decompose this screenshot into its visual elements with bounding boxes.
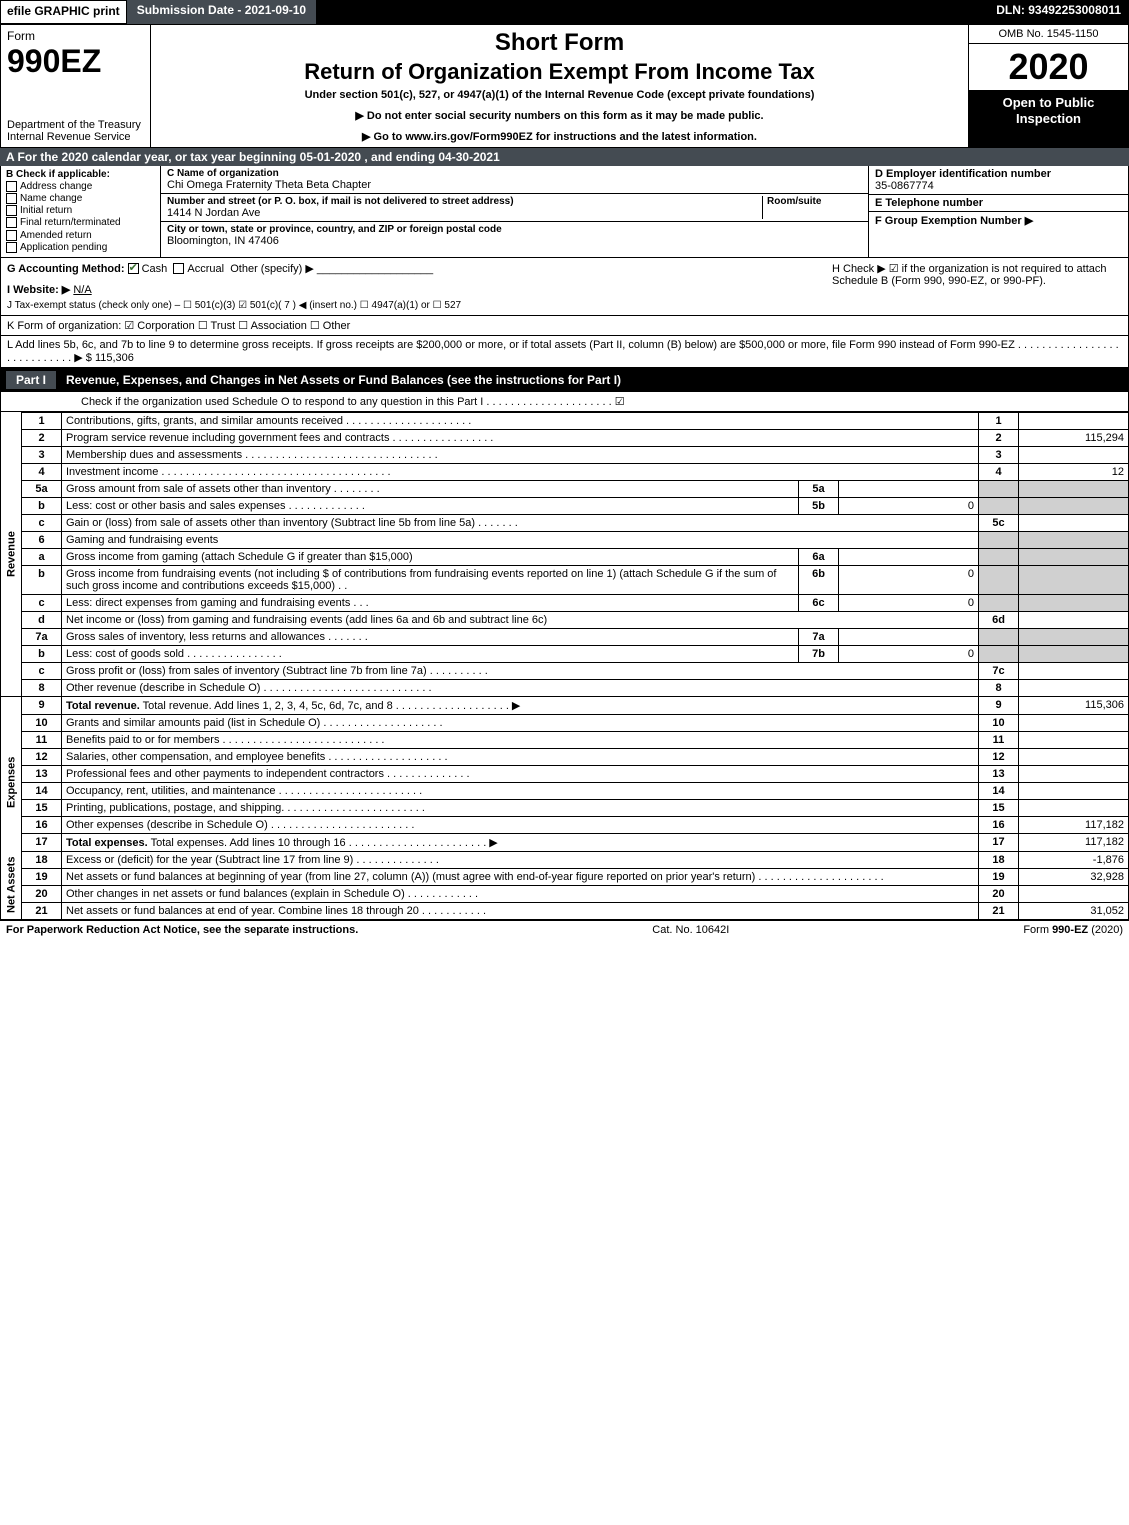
part-1-check-line: Check if the organization used Schedule … [0, 392, 1129, 412]
org-name-label: C Name of organization [167, 168, 862, 179]
ssn-warning: ▶ Do not enter social security numbers o… [159, 109, 960, 122]
goto-link[interactable]: ▶ Go to www.irs.gov/Form990EZ for instru… [159, 130, 960, 143]
form-word: Form [7, 29, 144, 43]
chk-address-change[interactable]: Address change [6, 181, 155, 192]
submission-date: Submission Date - 2021-09-10 [127, 0, 318, 24]
row-k-form-org: K Form of organization: ☑ Corporation ☐ … [0, 316, 1129, 336]
chk-cash[interactable] [128, 263, 139, 274]
chk-amended-return[interactable]: Amended return [6, 230, 155, 241]
open-to-public: Open to Public Inspection [969, 91, 1128, 147]
ein-value: 35-0867774 [875, 180, 1122, 192]
dln-number: DLN: 93492253008011 [988, 0, 1129, 24]
expenses-side-label: Expenses [1, 714, 22, 851]
dept-treasury: Department of the Treasury [7, 119, 144, 131]
page-footer: For Paperwork Reduction Act Notice, see … [0, 920, 1129, 939]
section-b-c-d: B Check if applicable: Address change Na… [0, 166, 1129, 258]
chk-application-pending[interactable]: Application pending [6, 242, 155, 253]
revenue-side-label: Revenue [1, 412, 22, 696]
short-form-title: Short Form [159, 29, 960, 57]
city-label: City or town, state or province, country… [167, 224, 862, 235]
cat-number: Cat. No. 10642I [652, 924, 729, 936]
form-id-footer: Form 990-EZ (2020) [1023, 924, 1123, 936]
top-bar: efile GRAPHIC print Submission Date - 20… [0, 0, 1129, 24]
street-label: Number and street (or P. O. box, if mail… [167, 196, 762, 207]
row-l-gross-receipts: L Add lines 5b, 6c, and 7b to line 9 to … [0, 336, 1129, 368]
efile-print-button[interactable]: efile GRAPHIC print [0, 0, 127, 24]
phone-label: E Telephone number [875, 197, 1122, 209]
city-state-zip: Bloomington, IN 47406 [167, 235, 862, 247]
col-b-header: B Check if applicable: [6, 169, 155, 180]
row-a-tax-year: A For the 2020 calendar year, or tax yea… [0, 148, 1129, 166]
group-exemption-label: F Group Exemption Number ▶ [875, 215, 1033, 227]
under-section-text: Under section 501(c), 527, or 4947(a)(1)… [159, 89, 960, 101]
chk-final-return[interactable]: Final return/terminated [6, 217, 155, 228]
part-1-table: Revenue 1Contributions, gifts, grants, a… [0, 412, 1129, 920]
org-name: Chi Omega Fraternity Theta Beta Chapter [167, 179, 862, 191]
irs-label: Internal Revenue Service [7, 131, 144, 143]
chk-name-change[interactable]: Name change [6, 193, 155, 204]
form-header: Form 990EZ Department of the Treasury In… [0, 24, 1129, 148]
row-g-accounting: G Accounting Method: Cash Accrual Other … [7, 262, 822, 275]
chk-accrual[interactable] [173, 263, 184, 274]
room-label: Room/suite [767, 196, 862, 207]
row-i-website: I Website: ▶ N/A [7, 283, 822, 296]
ein-label: D Employer identification number [875, 168, 1122, 180]
tax-year: 2020 [969, 44, 1128, 91]
row-h-schedule-b: H Check ▶ ☑ if the organization is not r… [822, 262, 1122, 311]
omb-number: OMB No. 1545-1150 [969, 25, 1128, 44]
return-title: Return of Organization Exempt From Incom… [159, 59, 960, 85]
street-address: 1414 N Jordan Ave [167, 207, 762, 219]
chk-initial-return[interactable]: Initial return [6, 205, 155, 216]
row-j-tax-exempt: J Tax-exempt status (check only one) – ☐… [7, 300, 822, 311]
form-number: 990EZ [7, 43, 144, 80]
paperwork-notice: For Paperwork Reduction Act Notice, see … [6, 924, 358, 936]
netassets-side-label: Net Assets [1, 851, 22, 919]
col-b-checkboxes: B Check if applicable: Address change Na… [1, 166, 161, 257]
part-1-header: Part I Revenue, Expenses, and Changes in… [0, 368, 1129, 392]
